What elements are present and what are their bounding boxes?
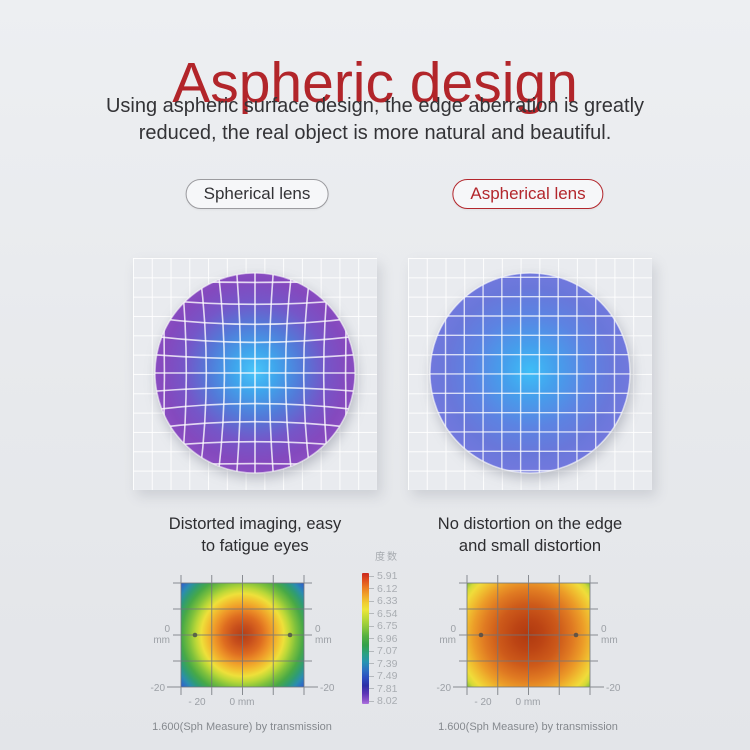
axis-label: mm [439, 635, 456, 646]
aspherical-lens-caption: No distortion on the edge and small dist… [437, 515, 623, 555]
axis-label: -20 [437, 683, 452, 694]
legend-tick-mark [369, 663, 374, 664]
axis-label: -20 [151, 683, 166, 694]
spherical-power-heatmap: 0 mm 0 mm -20 -20 - 20 0 mm [151, 575, 335, 708]
heatmap-gridlines [453, 575, 604, 695]
legend-tick: 6.12 [369, 583, 397, 595]
axis-label: mm [153, 635, 170, 646]
legend-tick: 6.96 [369, 633, 397, 645]
axis-label: 0 mm [516, 697, 541, 708]
aspherical-lens-grid-panel [408, 258, 652, 490]
axis-label: - 20 [474, 697, 492, 708]
legend-title: 度数 [375, 552, 399, 563]
legend-tick: 6.33 [369, 595, 397, 607]
legend-tick: 7.49 [369, 670, 397, 682]
axis-label: -20 [320, 683, 335, 694]
aspherical-power-heatmap: 0 mm 0 mm -20 -20 - 20 0 mm [437, 575, 621, 708]
aspherical-heatmap-caption: 1.600(Sph Measure) by transmission [438, 721, 618, 733]
legend-tick-mark [369, 675, 374, 677]
axis-label: -20 [606, 683, 621, 694]
axis-label: 0 [450, 624, 456, 635]
spherical-lens-pill: Spherical lens [185, 179, 329, 209]
legend-tick: 6.54 [369, 608, 397, 620]
spherical-lens-figure [154, 272, 356, 474]
aspherical-lens-figure [429, 272, 631, 474]
legend-tick-mark [369, 613, 374, 614]
axis-label: mm [315, 635, 332, 646]
axis-label: mm [601, 635, 618, 646]
aspherical-lens-circle [429, 272, 631, 474]
legend-tick: 5.91 [369, 570, 397, 582]
spherical-lens-caption: Distorted imaging, easy to fatigue eyes [168, 515, 342, 555]
legend-tick: 7.81 [369, 683, 397, 695]
legend-tick: 7.39 [369, 658, 397, 670]
subtitle-line-1: Using aspheric surface design, the edge … [105, 95, 645, 117]
legend-tick: 8.02 [369, 695, 397, 707]
legend-tick: 7.07 [369, 645, 397, 657]
page-subtitle: Using aspheric surface design, the edge … [0, 93, 750, 147]
page-title: Aspheric design [172, 51, 578, 116]
heatmap-gridlines [167, 575, 318, 695]
distorted-grid-lines [155, 273, 355, 473]
legend-tick: 6.75 [369, 620, 397, 632]
spherical-lens-grid-panel [133, 258, 377, 490]
power-legend: 度数 5.91 6.12 6.33 6.54 6.75 6.96 7.07 7.… [362, 548, 432, 707]
axis-label: 0 [315, 624, 321, 635]
subtitle-line-2: reduced, the real object is more natural… [138, 122, 612, 144]
aspherical-lens-pill: Aspherical lens [452, 179, 604, 209]
legend-tick-list: 5.91 6.12 6.33 6.54 6.75 6.96 7.07 7.39 … [369, 570, 397, 707]
legend-tick-mark [369, 575, 374, 577]
legend-tick-mark [369, 638, 374, 639]
straight-grid-lines [430, 273, 630, 473]
legend-tick-mark [369, 688, 374, 689]
legend-tick-mark [369, 625, 374, 627]
legend-tick-mark [369, 588, 374, 589]
axis-label: 0 mm [230, 697, 255, 708]
legend-tick-mark [369, 600, 374, 602]
legend-tick-mark [369, 700, 374, 702]
axis-label: - 20 [188, 697, 206, 708]
axis-label: 0 [601, 624, 607, 635]
axis-label: 0 [164, 624, 170, 635]
legend-colorbar [362, 573, 369, 704]
legend-tick-mark [369, 650, 374, 652]
spherical-heatmap-caption: 1.600(Sph Measure) by transmission [152, 721, 332, 733]
